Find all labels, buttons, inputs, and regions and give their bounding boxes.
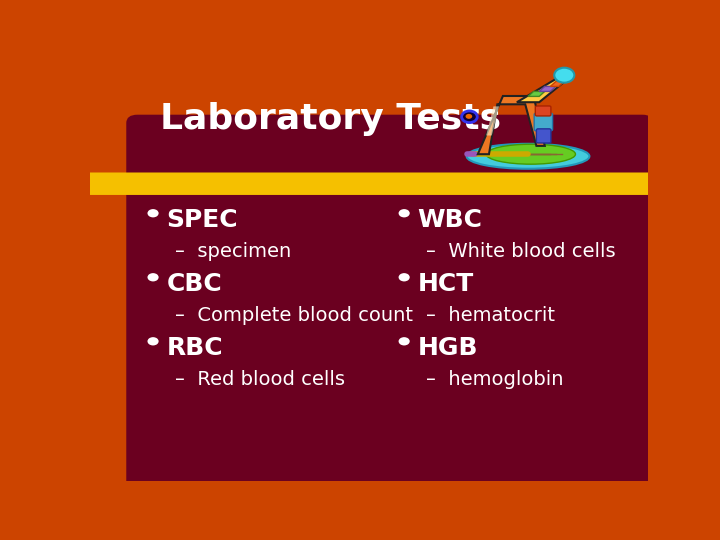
FancyBboxPatch shape	[534, 113, 552, 131]
Polygon shape	[517, 77, 570, 102]
Circle shape	[399, 209, 410, 218]
Circle shape	[399, 337, 410, 346]
Circle shape	[466, 114, 472, 119]
Circle shape	[148, 337, 158, 346]
FancyBboxPatch shape	[535, 106, 551, 116]
Text: Laboratory Tests: Laboratory Tests	[160, 102, 501, 136]
Text: –  hemoglobin: – hemoglobin	[426, 370, 564, 389]
Polygon shape	[539, 86, 556, 91]
Ellipse shape	[486, 144, 575, 164]
Circle shape	[554, 68, 575, 83]
Polygon shape	[550, 82, 564, 86]
Text: HGB: HGB	[418, 336, 478, 360]
Circle shape	[148, 209, 158, 218]
Text: CBC: CBC	[166, 272, 222, 296]
Text: RBC: RBC	[166, 336, 223, 360]
Text: HCT: HCT	[418, 272, 474, 296]
Text: –  Red blood cells: – Red blood cells	[176, 370, 346, 389]
Text: –  Complete blood count: – Complete blood count	[176, 306, 413, 326]
Text: WBC: WBC	[418, 208, 482, 232]
Text: –  specimen: – specimen	[176, 242, 292, 261]
Text: SPEC: SPEC	[166, 208, 238, 232]
FancyBboxPatch shape	[126, 114, 654, 489]
Circle shape	[148, 273, 158, 281]
Text: –  hematocrit: – hematocrit	[426, 306, 555, 326]
Text: –  White blood cells: – White blood cells	[426, 242, 616, 261]
Polygon shape	[486, 106, 499, 136]
Polygon shape	[528, 91, 545, 97]
FancyBboxPatch shape	[86, 172, 652, 195]
Polygon shape	[478, 96, 545, 154]
Circle shape	[399, 273, 410, 281]
FancyBboxPatch shape	[536, 129, 551, 143]
Circle shape	[462, 111, 477, 123]
Ellipse shape	[467, 144, 590, 168]
